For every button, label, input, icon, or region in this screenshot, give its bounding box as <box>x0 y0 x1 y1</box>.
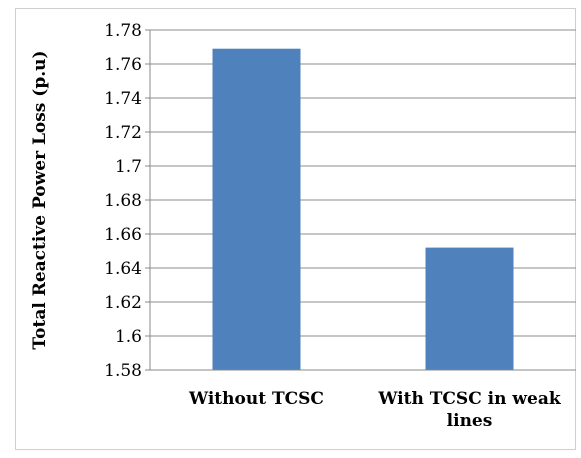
y-tick-label: 1.58 <box>104 361 142 381</box>
bar <box>425 247 514 370</box>
y-axis-label: Total Reactive Power Loss (p.u) <box>30 50 50 349</box>
bar <box>212 48 301 370</box>
y-tick-label: 1.64 <box>104 259 142 279</box>
y-tick-label: 1.78 <box>104 21 142 41</box>
y-tick-label: 1.66 <box>104 225 142 245</box>
y-tick-label: 1.72 <box>104 123 142 143</box>
y-tick-label: 1.7 <box>115 157 142 177</box>
x-tick-label: lines <box>447 411 493 431</box>
y-tick-label: 1.74 <box>104 89 142 109</box>
y-tick-labels: 1.58 1.6 1.62 1.64 1.66 1.68 1.7 1.72 1.74 1.76 1.… <box>104 21 142 381</box>
y-tick-label: 1.68 <box>104 191 142 211</box>
x-tick-label: Without TCSC <box>188 389 324 409</box>
x-tick-label: With TCSC in weak <box>377 389 561 409</box>
y-tick-label: 1.6 <box>115 327 142 347</box>
bars <box>212 48 514 370</box>
y-tick-label: 1.76 <box>104 55 142 75</box>
y-tick-label: 1.62 <box>104 293 142 313</box>
